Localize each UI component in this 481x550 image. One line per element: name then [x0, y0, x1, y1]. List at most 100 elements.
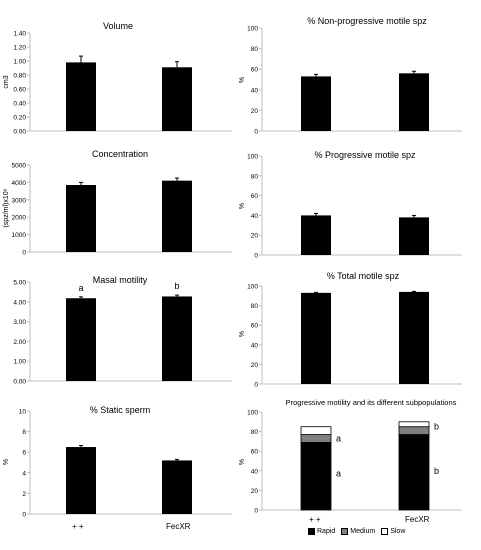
y-tick-label: 20	[251, 362, 259, 369]
y-tick-label: 40	[251, 213, 259, 220]
chart-title: % Progressive motile spz	[314, 150, 416, 160]
y-tick-label: 100	[247, 410, 258, 417]
y-tick-label: 40	[251, 342, 259, 349]
y-tick-label: 0.80	[13, 73, 26, 80]
y-tick-label: 10	[19, 409, 27, 416]
legend-swatch-medium	[341, 528, 349, 535]
chart-title: % Total motile spz	[327, 271, 400, 281]
y-tick-label: 5000	[12, 163, 27, 170]
legend-swatch-slow	[381, 528, 389, 535]
chart-panel-3: Concentration (spz/ml)x10⁶ 0 1000 2000 3000 40…	[3, 149, 232, 257]
stacked-segment-rapid	[398, 434, 430, 511]
x-label-right-group2: FecXR	[405, 515, 430, 524]
legend-label-rapid: Rapid	[317, 528, 336, 535]
y-tick-label: 5.00	[13, 280, 26, 287]
y-tick-label: 0.20	[13, 115, 26, 122]
chart-panel-8: Progressive motility and its different s…	[239, 398, 462, 515]
y-axis-label: %	[3, 459, 10, 465]
y-axis-label: %	[239, 77, 246, 83]
legend-swatch-rapid	[308, 528, 315, 535]
bar-1	[301, 76, 331, 131]
chart-title: Masal motility	[93, 275, 148, 285]
x-label-group2: FecXR	[166, 522, 191, 531]
y-axis-label: %	[239, 203, 246, 209]
bar-1	[66, 185, 96, 252]
y-tick-label: 1000	[12, 232, 27, 239]
chart-panel-1: Volume cm3 0.00 0.20 0.40 0.60 0.80 1.00 1.20 1.4…	[3, 21, 232, 136]
y-tick-label: 1.00	[13, 59, 26, 66]
legend: Rapid Medium Slow	[308, 528, 405, 535]
y-tick-label: 2	[22, 491, 26, 498]
y-tick-label: 0	[22, 512, 26, 519]
y-tick-label: 100	[247, 26, 258, 33]
y-tick-label: 0.40	[13, 101, 26, 108]
y-tick-label: 1.40	[13, 31, 26, 38]
chart-title: Volume	[103, 21, 133, 31]
y-tick-label: 40	[251, 87, 259, 94]
y-tick-label: 80	[251, 173, 259, 180]
legend-label-medium: Medium	[350, 528, 376, 535]
legend-label-slow: Slow	[390, 528, 406, 535]
y-tick-label: 60	[251, 323, 259, 330]
y-tick-label: 60	[251, 193, 259, 200]
stacked-segment-medium	[300, 434, 332, 443]
bar-1	[301, 292, 331, 384]
bar-label: b	[174, 281, 179, 291]
y-tick-label: 80	[251, 46, 259, 53]
bar-2	[162, 296, 192, 381]
chart-title: % Static sperm	[90, 405, 151, 415]
y-axis-label: %	[239, 331, 246, 337]
chart-title: % Non-progressive motile spz	[307, 16, 427, 26]
y-tick-label: 3.00	[13, 319, 26, 326]
y-tick-label: 100	[247, 284, 258, 291]
y-tick-label: 1.00	[13, 359, 26, 366]
x-label-right-group1: + +	[309, 515, 321, 524]
chart-panel-2: % Non-progressive motile spz% 0 20 40 60 80 10…	[239, 16, 462, 136]
y-tick-label: 4.00	[13, 299, 26, 306]
y-tick-label: 4	[22, 470, 26, 477]
y-tick-label: 0	[254, 382, 258, 389]
chart-title: Progressive motility and its different s…	[286, 398, 457, 407]
stacked-segment-slow	[398, 421, 430, 428]
bar-label: a	[78, 283, 83, 293]
y-tick-label: 0	[22, 250, 26, 257]
segment-annotation: b	[434, 422, 439, 432]
y-tick-label: 0.00	[13, 129, 26, 136]
y-tick-label: 3000	[12, 197, 27, 204]
y-tick-label: 100	[247, 154, 258, 161]
bar-1	[66, 447, 96, 514]
stacked-segment-rapid	[300, 441, 332, 511]
bar-2	[399, 73, 429, 131]
y-tick-label: 6	[22, 450, 26, 457]
chart-panel-6: % Total motile spz% 0 20 40 60 80 100	[239, 271, 462, 389]
bar-1	[66, 62, 96, 131]
y-tick-label: 80	[251, 429, 259, 436]
segment-annotation: a	[336, 433, 341, 443]
y-tick-label: 0	[254, 508, 258, 515]
y-tick-label: 60	[251, 449, 259, 456]
bar-1	[66, 298, 96, 381]
segment-annotation: a	[336, 469, 341, 479]
y-tick-label: 0	[254, 253, 258, 260]
chart-panel-7: % Static sperm% 0 2 4 6 8 10	[3, 405, 232, 519]
bar-2	[399, 217, 429, 255]
y-tick-label: 20	[251, 488, 259, 495]
bar-2	[162, 460, 192, 514]
legend-item-rapid: Rapid	[308, 528, 335, 535]
chart-panel-4: % Progressive motile spz% 0 20 40 60 80 100	[239, 150, 462, 260]
y-tick-label: 20	[251, 108, 259, 115]
y-axis-label: cm3	[3, 75, 10, 88]
legend-item-slow: Slow	[381, 528, 405, 535]
y-tick-label: 0.00	[13, 379, 26, 386]
bar-1	[301, 215, 331, 255]
y-tick-label: 80	[251, 303, 259, 310]
y-axis-label: %	[239, 459, 246, 465]
bar-2	[162, 180, 192, 252]
y-tick-label: 1.20	[13, 45, 26, 52]
y-tick-label: 60	[251, 67, 259, 74]
stacked-segment-medium	[398, 426, 430, 435]
segment-annotation: b	[434, 466, 439, 476]
y-tick-label: 0	[254, 129, 258, 136]
bar-2	[162, 67, 192, 131]
